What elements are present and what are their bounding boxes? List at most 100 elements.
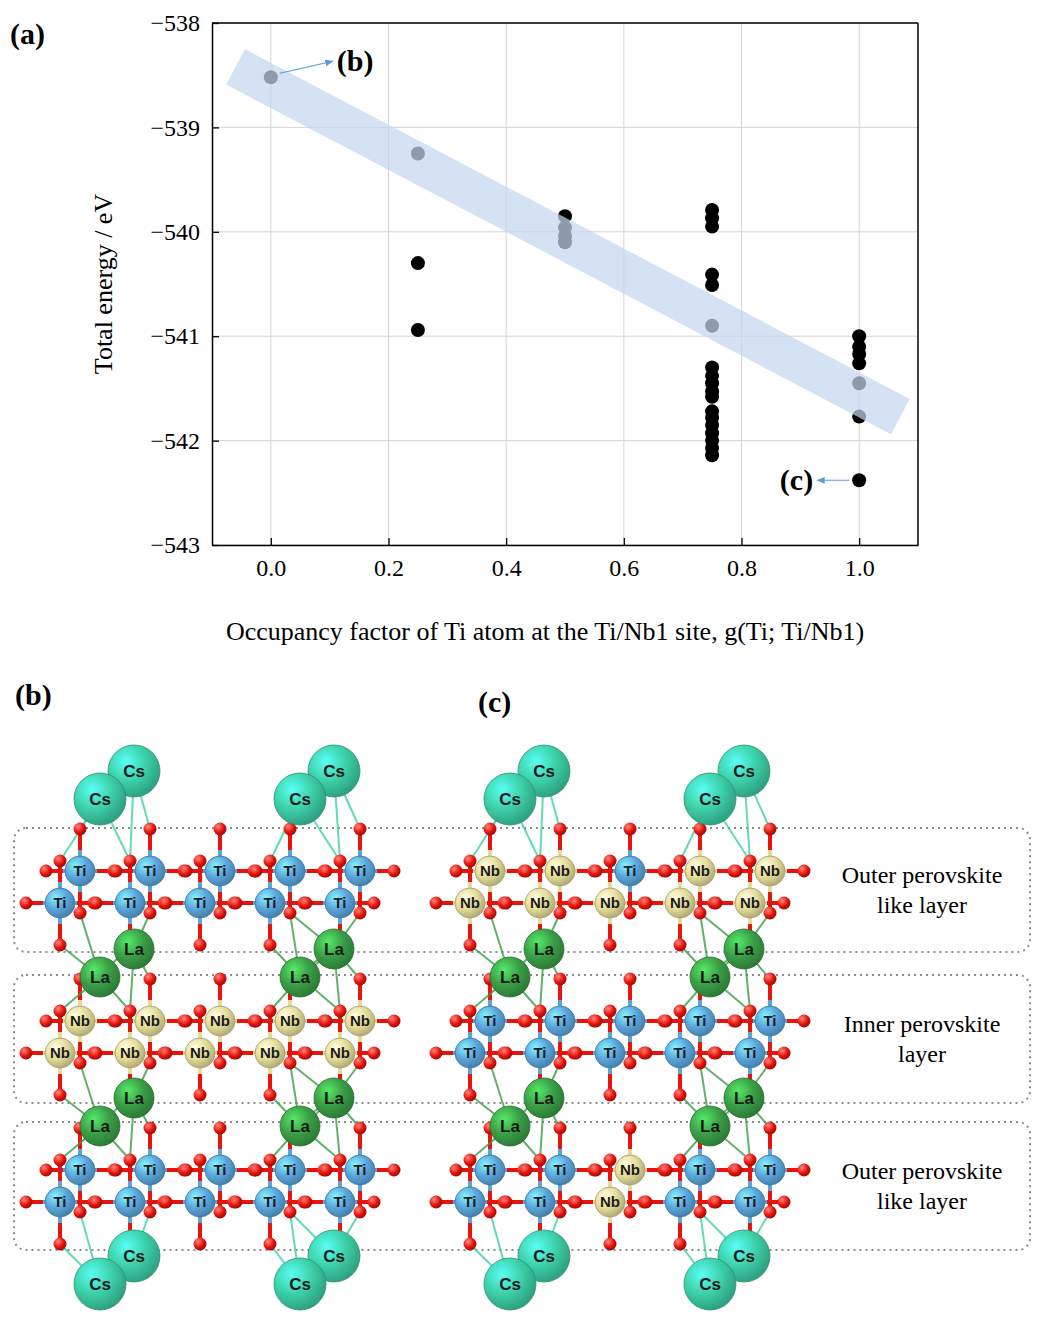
atom [724,1078,764,1118]
oxygen-atom [710,1047,723,1060]
atom-label: Ti [463,1193,476,1210]
atom [65,856,95,886]
oxygen-atom [264,1238,277,1251]
atom [615,856,645,886]
atom-label: La [324,1089,344,1108]
atom-label: La [700,1117,720,1136]
atom [255,1038,285,1068]
point [705,448,719,462]
atom-label: La [500,968,520,987]
atom-label: Nb [670,894,690,911]
x-axis: 0.00.20.40.60.81.0 [213,538,919,581]
oxygen-atom [674,855,687,868]
oxygen-atom [484,1057,497,1070]
atom [690,957,730,997]
oxygen-atom [264,855,277,868]
atom-label: Nb [210,1012,230,1029]
atom-label: Nb [480,862,500,879]
oxygen-atom [40,1164,53,1177]
atom [755,856,785,886]
atom [114,929,154,969]
annotation-arrow [817,480,849,481]
atom [525,888,555,918]
atom-label: Ti [123,1193,136,1210]
atom [115,1187,145,1217]
oxygen-atom [144,1122,157,1135]
axis-line [212,24,214,546]
atom [615,1006,645,1036]
atom [665,888,695,918]
atom [455,1187,485,1217]
layer-label-line: Outer perovskite [842,1158,1003,1184]
atom [524,1078,564,1118]
atom-label: Ti [693,1012,706,1029]
oxygen-atom [694,907,707,920]
grid-line-y [212,23,918,24]
tick: −543 [150,532,219,558]
atom [545,856,575,886]
oxygen-atom [624,823,637,836]
oxygen-atom [144,973,157,986]
oxygen-atom [74,1057,87,1070]
oxygen-atom [180,865,193,878]
oxygen-atom [570,1196,583,1209]
atom [685,856,715,886]
atom-label: La [734,1089,754,1108]
oxygen-atom [284,1206,297,1219]
oxygen-atom [20,1196,33,1209]
atom-label: Ti [623,1012,636,1029]
atom-label: Ti [533,1193,546,1210]
atom [74,773,126,825]
oxygen-atom [250,1164,263,1177]
tick: 0.0 [256,538,286,581]
atom-label: Nb [260,1044,280,1061]
oxygen-atom [570,1047,583,1060]
y-axis-title: Total energy / eV [89,194,118,375]
tick: 1.0 [845,538,875,581]
atom-label: Nb [280,1012,300,1029]
atom-label: Ti [353,1161,366,1178]
trend-band [236,67,901,417]
oxygen-atom [194,939,207,952]
oxygen-atom [90,1047,103,1060]
atom [455,888,485,918]
oxygen-atom [368,1047,381,1060]
atom-label: Nb [70,1012,90,1029]
atom [735,1187,765,1217]
layers [14,828,1030,1250]
atom [74,1258,126,1310]
atom-label: Nb [600,1193,620,1210]
tick-mark [212,336,219,337]
grid-line-y [212,440,918,441]
oxygen-atom [388,1164,401,1177]
oxygen-atom [368,1196,381,1209]
oxygen-atom [744,855,757,868]
oxygen-atom [264,939,277,952]
oxygen-atom [430,897,443,910]
oxygen-atom [798,865,811,878]
atom [665,1187,695,1217]
oxygen-atom [334,1005,347,1018]
atom [525,1187,555,1217]
atom [325,888,355,918]
tick-mark [388,538,389,545]
oxygen-atom [730,1015,743,1028]
oxygen-atom [250,865,263,878]
point [705,278,719,292]
atom [595,888,625,918]
atom-label: Cs [499,1275,521,1294]
point [705,404,719,418]
oxygen-atom [798,1164,811,1177]
oxygen-atom [464,939,477,952]
panel-label: (a) [10,17,45,51]
oxygen-atom [124,1005,137,1018]
oxygen-atom [284,1057,297,1070]
tick-label: −539 [150,115,200,141]
atom [595,1038,625,1068]
atom [724,929,764,969]
tick-mark [741,538,742,545]
atom [280,957,320,997]
atom [45,888,75,918]
atom [490,957,530,997]
tick-label: 0.4 [492,555,522,581]
